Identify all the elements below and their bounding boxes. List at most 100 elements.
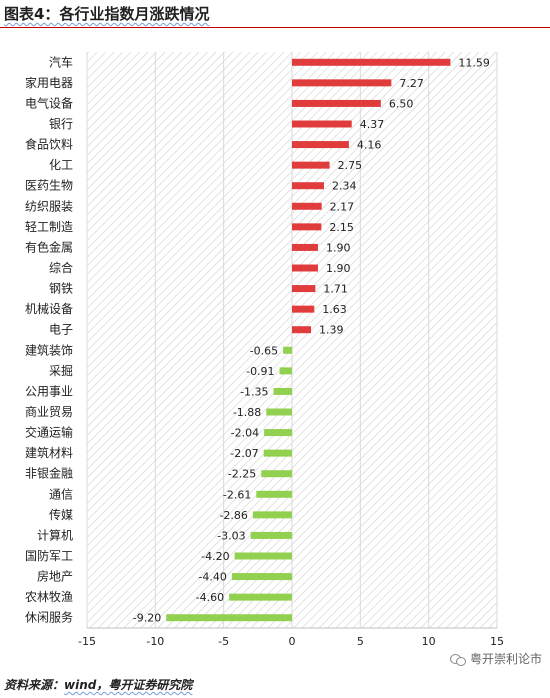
category-label: 采掘 xyxy=(49,363,73,378)
data-label: 11.59 xyxy=(458,56,490,69)
bar xyxy=(292,120,352,128)
chart-title: 图表4：各行业指数月涨跌情况 xyxy=(4,5,210,23)
bar xyxy=(292,305,315,313)
x-axis-ticks: -15 -10 -5 0 5 10 15 xyxy=(78,635,504,648)
bar xyxy=(234,552,292,560)
category-label: 国防军工 xyxy=(25,548,73,563)
bar xyxy=(256,490,292,498)
bar xyxy=(283,346,292,354)
category-label: 交通运输 xyxy=(25,425,73,440)
x-tick-label: 10 xyxy=(422,635,436,648)
x-tick-label: 5 xyxy=(357,635,364,648)
source-prefix: 资料来源： xyxy=(4,678,65,692)
x-tick-label: -15 xyxy=(78,635,96,648)
data-label: -2.07 xyxy=(230,447,258,460)
data-label: -2.04 xyxy=(231,427,259,440)
data-label: -4.20 xyxy=(201,550,229,563)
bar xyxy=(229,593,292,601)
data-label: 2.15 xyxy=(329,221,354,234)
category-label: 公用事业 xyxy=(25,384,73,398)
category-label: 建筑材料 xyxy=(25,445,73,460)
bar xyxy=(264,429,292,437)
bar xyxy=(252,511,292,519)
category-label: 商业贸易 xyxy=(25,404,73,419)
data-label: 1.39 xyxy=(319,324,344,337)
data-label: -4.60 xyxy=(196,591,224,604)
source-footer: 资料来源：wind，粤开证券研究院 xyxy=(4,676,192,693)
category-label: 医药生物 xyxy=(25,179,73,193)
category-label: 食品饮料 xyxy=(25,137,73,152)
bar xyxy=(166,614,292,622)
category-label: 纺织服装 xyxy=(25,199,73,213)
chat-bubbles-icon xyxy=(449,653,466,666)
bar xyxy=(292,79,392,87)
category-label: 电气设备 xyxy=(25,95,73,110)
bar xyxy=(292,58,451,66)
data-label: -0.65 xyxy=(250,344,278,357)
bar xyxy=(292,326,311,334)
bar xyxy=(292,161,330,169)
data-label: -1.88 xyxy=(233,406,261,419)
bar xyxy=(279,367,292,375)
category-label: 非银金融 xyxy=(25,466,73,481)
data-label: 1.90 xyxy=(326,241,351,254)
data-label: -2.25 xyxy=(228,468,256,481)
source-text: wind，粤开证券研究院 xyxy=(64,678,193,692)
title-bar: 图表4：各行业指数月涨跌情况 xyxy=(0,0,550,28)
category-label: 银行 xyxy=(49,117,73,131)
bar xyxy=(261,470,292,478)
data-label: -2.86 xyxy=(219,509,247,522)
category-label: 通信 xyxy=(49,487,73,501)
watermark: 粤开崇利论市 xyxy=(449,650,542,667)
bar xyxy=(292,285,316,293)
data-label: -9.20 xyxy=(133,612,161,625)
bar xyxy=(292,243,318,251)
bar xyxy=(292,264,318,272)
x-tick-label: -10 xyxy=(146,635,164,648)
data-label: 1.63 xyxy=(322,303,347,316)
category-label: 轻工制造 xyxy=(25,220,73,234)
data-label: 1.71 xyxy=(323,283,348,296)
x-tick-label: -5 xyxy=(218,635,229,648)
category-label: 钢铁 xyxy=(49,282,73,296)
data-label: 2.75 xyxy=(338,159,363,172)
data-label: -1.35 xyxy=(240,385,268,398)
title-divider xyxy=(0,27,550,28)
category-label: 家用电器 xyxy=(25,75,73,90)
data-label: -3.03 xyxy=(217,529,245,542)
category-label: 休闲服务 xyxy=(25,610,73,625)
x-tick-label: 0 xyxy=(289,635,296,648)
data-label: 6.50 xyxy=(389,97,414,110)
data-label: 2.17 xyxy=(330,200,355,213)
bar xyxy=(292,223,322,231)
bar xyxy=(292,99,381,107)
bar-chart: 汽车家用电器电气设备银行食品饮料化工医药生物纺织服装轻工制造有色金属综合钢铁机械… xyxy=(25,52,504,648)
category-label: 传媒 xyxy=(49,507,73,522)
category-label: 综合 xyxy=(49,260,73,275)
bar xyxy=(292,141,349,149)
category-label: 汽车 xyxy=(49,54,73,69)
category-label: 建筑装饰 xyxy=(25,342,73,357)
category-label: 电子 xyxy=(49,323,73,337)
bar xyxy=(273,387,292,395)
bar xyxy=(231,573,292,581)
watermark-text: 粤开崇利论市 xyxy=(469,652,542,666)
category-label: 农林牧渔 xyxy=(25,590,73,604)
bar xyxy=(266,408,292,416)
category-labels: 汽车家用电器电气设备银行食品饮料化工医药生物纺织服装轻工制造有色金属综合钢铁机械… xyxy=(25,54,73,624)
data-label: -2.61 xyxy=(223,488,251,501)
bar xyxy=(250,531,292,539)
x-tick-label: 15 xyxy=(490,635,504,648)
category-label: 化工 xyxy=(49,158,73,172)
data-label: 4.16 xyxy=(357,139,382,152)
category-label: 房地产 xyxy=(37,569,73,584)
data-label: -4.40 xyxy=(198,571,226,584)
data-label: -0.91 xyxy=(246,365,274,378)
bars-group xyxy=(166,58,451,622)
data-label: 1.90 xyxy=(326,262,351,275)
bar xyxy=(263,449,292,457)
data-label: 4.37 xyxy=(360,118,385,131)
data-label: 7.27 xyxy=(399,77,424,90)
category-label: 有色金属 xyxy=(25,239,73,254)
value-labels: 11.59 7.27 6.50 4.37 4.16 2.75 2.34 2.17 2.15 1.9… xyxy=(133,56,490,624)
